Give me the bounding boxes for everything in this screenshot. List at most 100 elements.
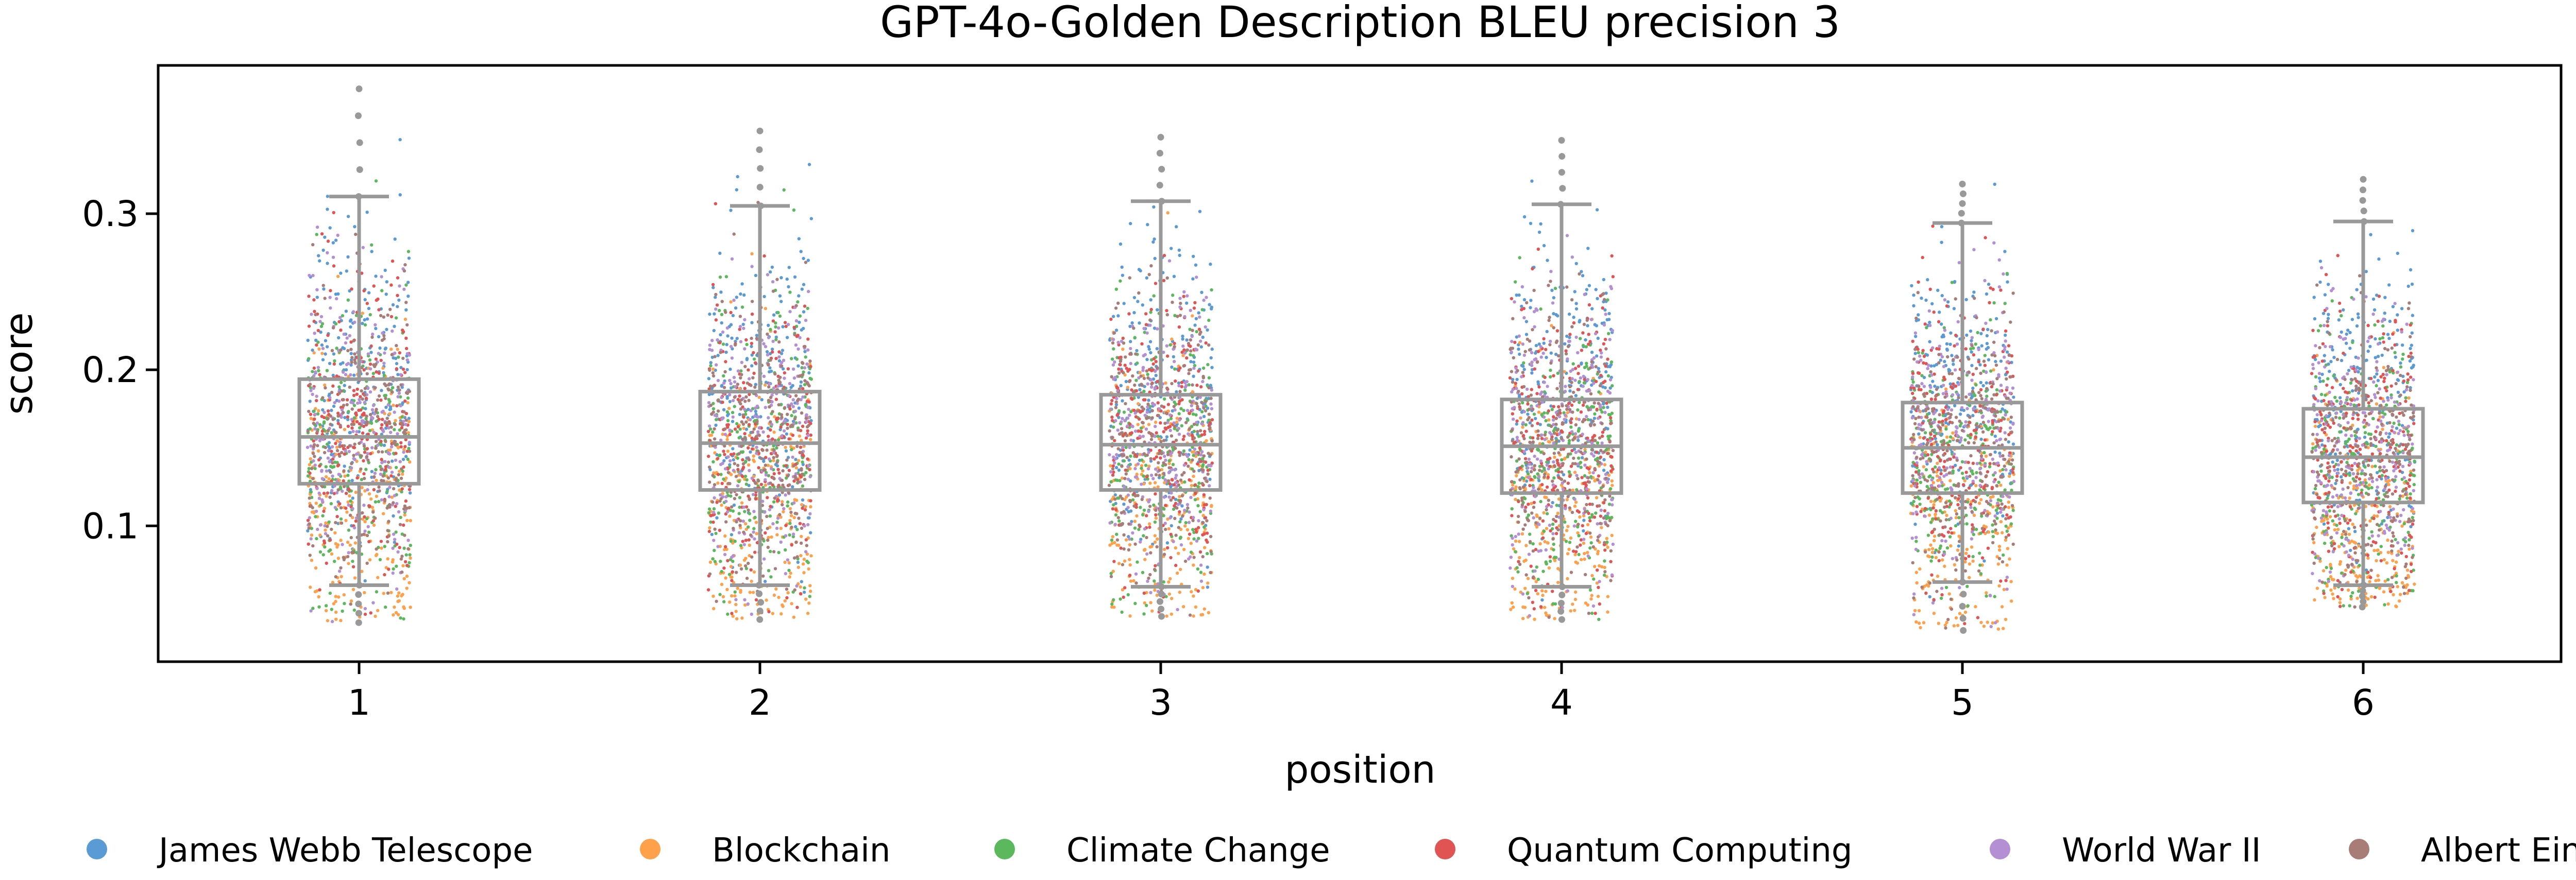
data-point	[732, 503, 736, 507]
data-point	[366, 525, 370, 528]
data-point	[323, 541, 327, 545]
data-point	[404, 499, 408, 503]
data-point	[1192, 594, 1195, 598]
data-point	[1196, 567, 1200, 571]
data-point	[313, 467, 317, 471]
data-point	[366, 488, 369, 492]
data-point	[1111, 535, 1115, 539]
data-point	[785, 588, 789, 591]
data-point	[1530, 179, 1534, 183]
data-point	[361, 397, 364, 401]
data-point	[804, 261, 808, 264]
data-point	[1136, 560, 1139, 564]
data-point	[325, 561, 328, 565]
data-point	[779, 276, 783, 280]
data-point	[1109, 575, 1113, 578]
data-point	[710, 500, 715, 504]
data-point	[1109, 407, 1112, 411]
data-point	[752, 459, 756, 463]
data-point	[1181, 337, 1184, 341]
data-point	[369, 611, 372, 615]
data-point	[313, 463, 317, 467]
data-point	[724, 520, 728, 524]
data-point	[1185, 356, 1189, 360]
data-point	[1573, 590, 1578, 594]
data-point	[1598, 602, 1601, 606]
data-point	[324, 386, 327, 390]
data-point	[713, 483, 717, 487]
data-point	[350, 426, 354, 430]
data-point	[1189, 495, 1193, 499]
data-point	[332, 352, 336, 356]
data-point	[786, 504, 789, 508]
data-point	[1611, 384, 1614, 388]
data-point	[738, 394, 741, 398]
data-point	[770, 265, 774, 269]
data-point	[1574, 307, 1579, 310]
data-point	[1192, 614, 1195, 618]
data-point	[711, 460, 715, 463]
data-point	[1155, 431, 1158, 435]
data-point	[386, 313, 389, 317]
data-point	[387, 520, 391, 523]
data-point	[1583, 557, 1586, 561]
data-point	[405, 450, 409, 453]
data-point	[1117, 562, 1121, 565]
data-point	[750, 265, 754, 268]
data-point	[799, 592, 803, 596]
data-point	[1553, 617, 1556, 620]
data-point	[315, 430, 319, 434]
data-point	[707, 377, 711, 381]
data-point	[781, 387, 785, 391]
data-point	[772, 477, 776, 480]
data-point	[1535, 392, 1539, 395]
data-point	[322, 287, 326, 291]
data-point	[774, 321, 777, 325]
data-point	[327, 449, 330, 453]
data-point	[367, 492, 371, 496]
data-point	[720, 481, 724, 486]
data-point	[1154, 360, 1158, 364]
data-point	[1530, 371, 1534, 375]
data-point	[751, 493, 755, 496]
data-point	[1607, 312, 1611, 316]
data-point	[314, 502, 318, 505]
data-point	[1163, 421, 1167, 425]
data-point	[708, 343, 712, 347]
data-point	[380, 546, 383, 550]
data-point	[1127, 522, 1131, 526]
data-point	[776, 310, 780, 315]
data-point	[1574, 302, 1578, 305]
data-point	[324, 521, 328, 525]
data-point	[1574, 394, 1578, 398]
data-point	[1185, 301, 1189, 305]
data-point	[1192, 366, 1196, 370]
data-point	[309, 389, 313, 392]
data-point	[387, 495, 391, 498]
data-point	[408, 460, 412, 464]
data-point	[720, 503, 723, 507]
data-point	[790, 402, 793, 406]
data-point	[343, 474, 347, 478]
chart-title: GPT-4o-Golden Description BLEU precision…	[880, 0, 1840, 47]
data-point	[324, 445, 327, 450]
data-point	[310, 533, 314, 537]
data-point	[784, 464, 788, 468]
data-point	[1202, 454, 1206, 458]
data-point	[394, 611, 398, 615]
data-point	[1149, 438, 1154, 441]
data-point	[1522, 361, 1526, 365]
data-point	[369, 351, 373, 354]
data-point	[1200, 308, 1204, 312]
data-point	[372, 284, 376, 288]
data-point	[1132, 504, 1136, 508]
data-point	[762, 557, 766, 561]
data-point	[1201, 586, 1205, 590]
data-point	[1193, 323, 1197, 327]
data-point	[1126, 493, 1130, 497]
data-point	[344, 368, 348, 372]
data-point	[1165, 386, 1169, 390]
data-point	[709, 361, 713, 365]
data-point	[1162, 472, 1166, 475]
data-point	[1149, 307, 1153, 312]
